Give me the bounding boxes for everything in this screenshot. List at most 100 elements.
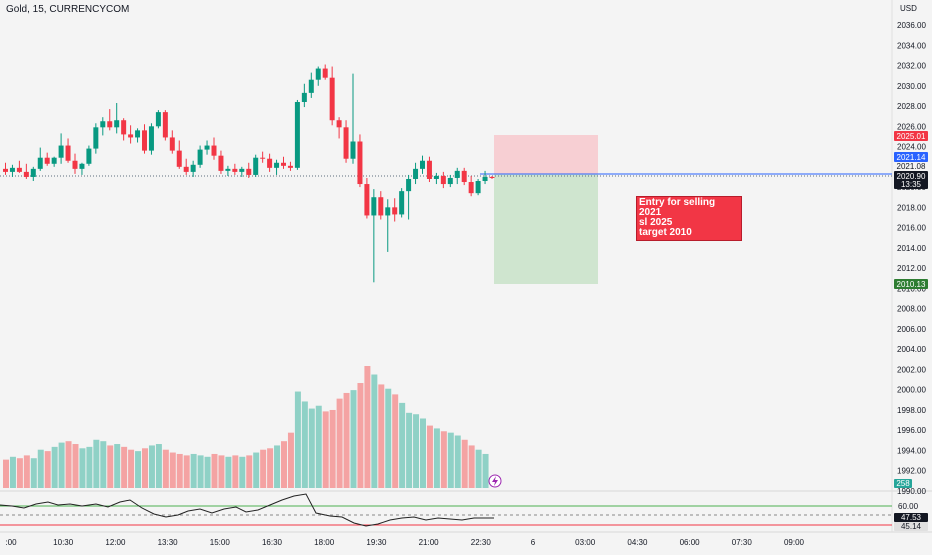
volume-bar[interactable] [378,384,385,488]
volume-bar[interactable] [260,449,267,488]
volume-bar[interactable] [287,432,294,488]
candle-body[interactable] [433,175,439,179]
candle-body[interactable] [142,130,147,151]
volume-bar[interactable] [162,449,169,488]
candle-body[interactable] [447,177,453,185]
candle-body[interactable] [169,137,175,151]
volume-bar[interactable] [51,446,58,488]
volume-bar[interactable] [148,445,155,488]
volume-bar[interactable] [308,408,315,488]
candle-body[interactable] [315,68,321,80]
candle-body[interactable] [72,160,78,169]
candle-body[interactable] [3,168,8,172]
candle-body[interactable] [37,157,43,169]
candle-body[interactable] [162,112,168,138]
volume-bar[interactable] [44,451,51,488]
candle-body[interactable] [176,150,182,167]
candle-body[interactable] [440,175,446,185]
volume-bar[interactable] [107,445,114,488]
volume-bar[interactable] [426,425,433,488]
volume-bar[interactable] [239,456,246,488]
volume-bar[interactable] [447,432,454,488]
candle-body[interactable] [9,167,15,172]
candle-body[interactable] [107,121,113,128]
volume-bar[interactable] [142,448,148,488]
candle-body[interactable] [23,171,29,177]
volume-bar[interactable] [385,388,392,488]
candle-body[interactable] [308,79,314,93]
volume-bar[interactable] [190,453,197,488]
volume-bar[interactable] [357,383,364,488]
candle-body[interactable] [371,197,377,216]
volume-bar[interactable] [267,448,274,488]
candle-body[interactable] [225,168,231,171]
volume-bar[interactable] [128,449,135,488]
volume-bar[interactable] [121,446,128,488]
candle-body[interactable] [406,178,412,192]
candle-body[interactable] [274,162,280,168]
volume-bar[interactable] [204,456,211,488]
volume-bar[interactable] [468,445,475,488]
volume-bar[interactable] [413,414,420,488]
candle-body[interactable] [155,112,161,127]
volume-bar[interactable] [37,449,44,488]
volume-bar[interactable] [93,439,100,488]
candle-body[interactable] [51,157,57,164]
candle-body[interactable] [475,181,481,194]
candle-body[interactable] [420,160,425,169]
candle-body[interactable] [246,168,252,175]
volume-bar[interactable] [100,441,107,488]
volume-bar[interactable] [135,451,142,488]
candle-body[interactable] [322,68,328,78]
volume-bar[interactable] [169,452,176,488]
candle-body[interactable] [239,168,245,172]
candle-body[interactable] [489,176,495,178]
volume-bar[interactable] [433,428,440,488]
candle-body[interactable] [58,145,64,158]
candle-body[interactable] [204,145,210,150]
volume-bar[interactable] [392,394,399,488]
candle-body[interactable] [364,184,370,216]
candle-body[interactable] [253,157,259,175]
volume-series[interactable] [3,366,489,488]
candle-body[interactable] [121,120,127,135]
volume-bar[interactable] [364,366,371,488]
volume-bar[interactable] [218,455,225,488]
candle-body[interactable] [461,170,467,183]
volume-bar[interactable] [23,455,30,488]
candle-body[interactable] [100,121,106,128]
volume-bar[interactable] [301,401,308,488]
volume-bar[interactable] [343,392,350,488]
volume-bar[interactable] [350,390,357,488]
candle-body[interactable] [281,162,286,166]
candle-body[interactable] [260,157,266,159]
volume-bar[interactable] [461,439,468,488]
candle-body[interactable] [218,155,224,171]
volume-bar[interactable] [475,449,482,488]
trade-annotation[interactable]: Entry for selling 2021 sl 2025 target 20… [636,196,742,241]
volume-bar[interactable] [197,455,204,488]
volume-bar[interactable] [3,459,9,488]
volume-bar[interactable] [9,456,16,488]
candle-body[interactable] [378,197,384,216]
volume-bar[interactable] [420,418,426,488]
volume-bar[interactable] [440,431,447,488]
candle-body[interactable] [454,170,460,178]
candle-body[interactable] [468,182,474,194]
volume-bar[interactable] [86,446,93,488]
volume-bar[interactable] [155,444,162,488]
candle-body[interactable] [197,149,203,165]
candle-body[interactable] [399,191,405,215]
volume-bar[interactable] [294,391,301,488]
volume-bar[interactable] [176,453,183,488]
time-axis[interactable]: :00 10:30 12:00 13:30 15:00 16:30 18:00 19:30 21… [5,538,804,547]
candle-body[interactable] [287,165,293,168]
volume-bar[interactable] [72,444,79,488]
volume-bar[interactable] [281,441,287,488]
candle-body[interactable] [267,158,273,168]
candle-body[interactable] [294,101,300,168]
volume-bar[interactable] [114,444,121,488]
volume-bar[interactable] [183,455,190,488]
volume-bar[interactable] [211,453,218,488]
